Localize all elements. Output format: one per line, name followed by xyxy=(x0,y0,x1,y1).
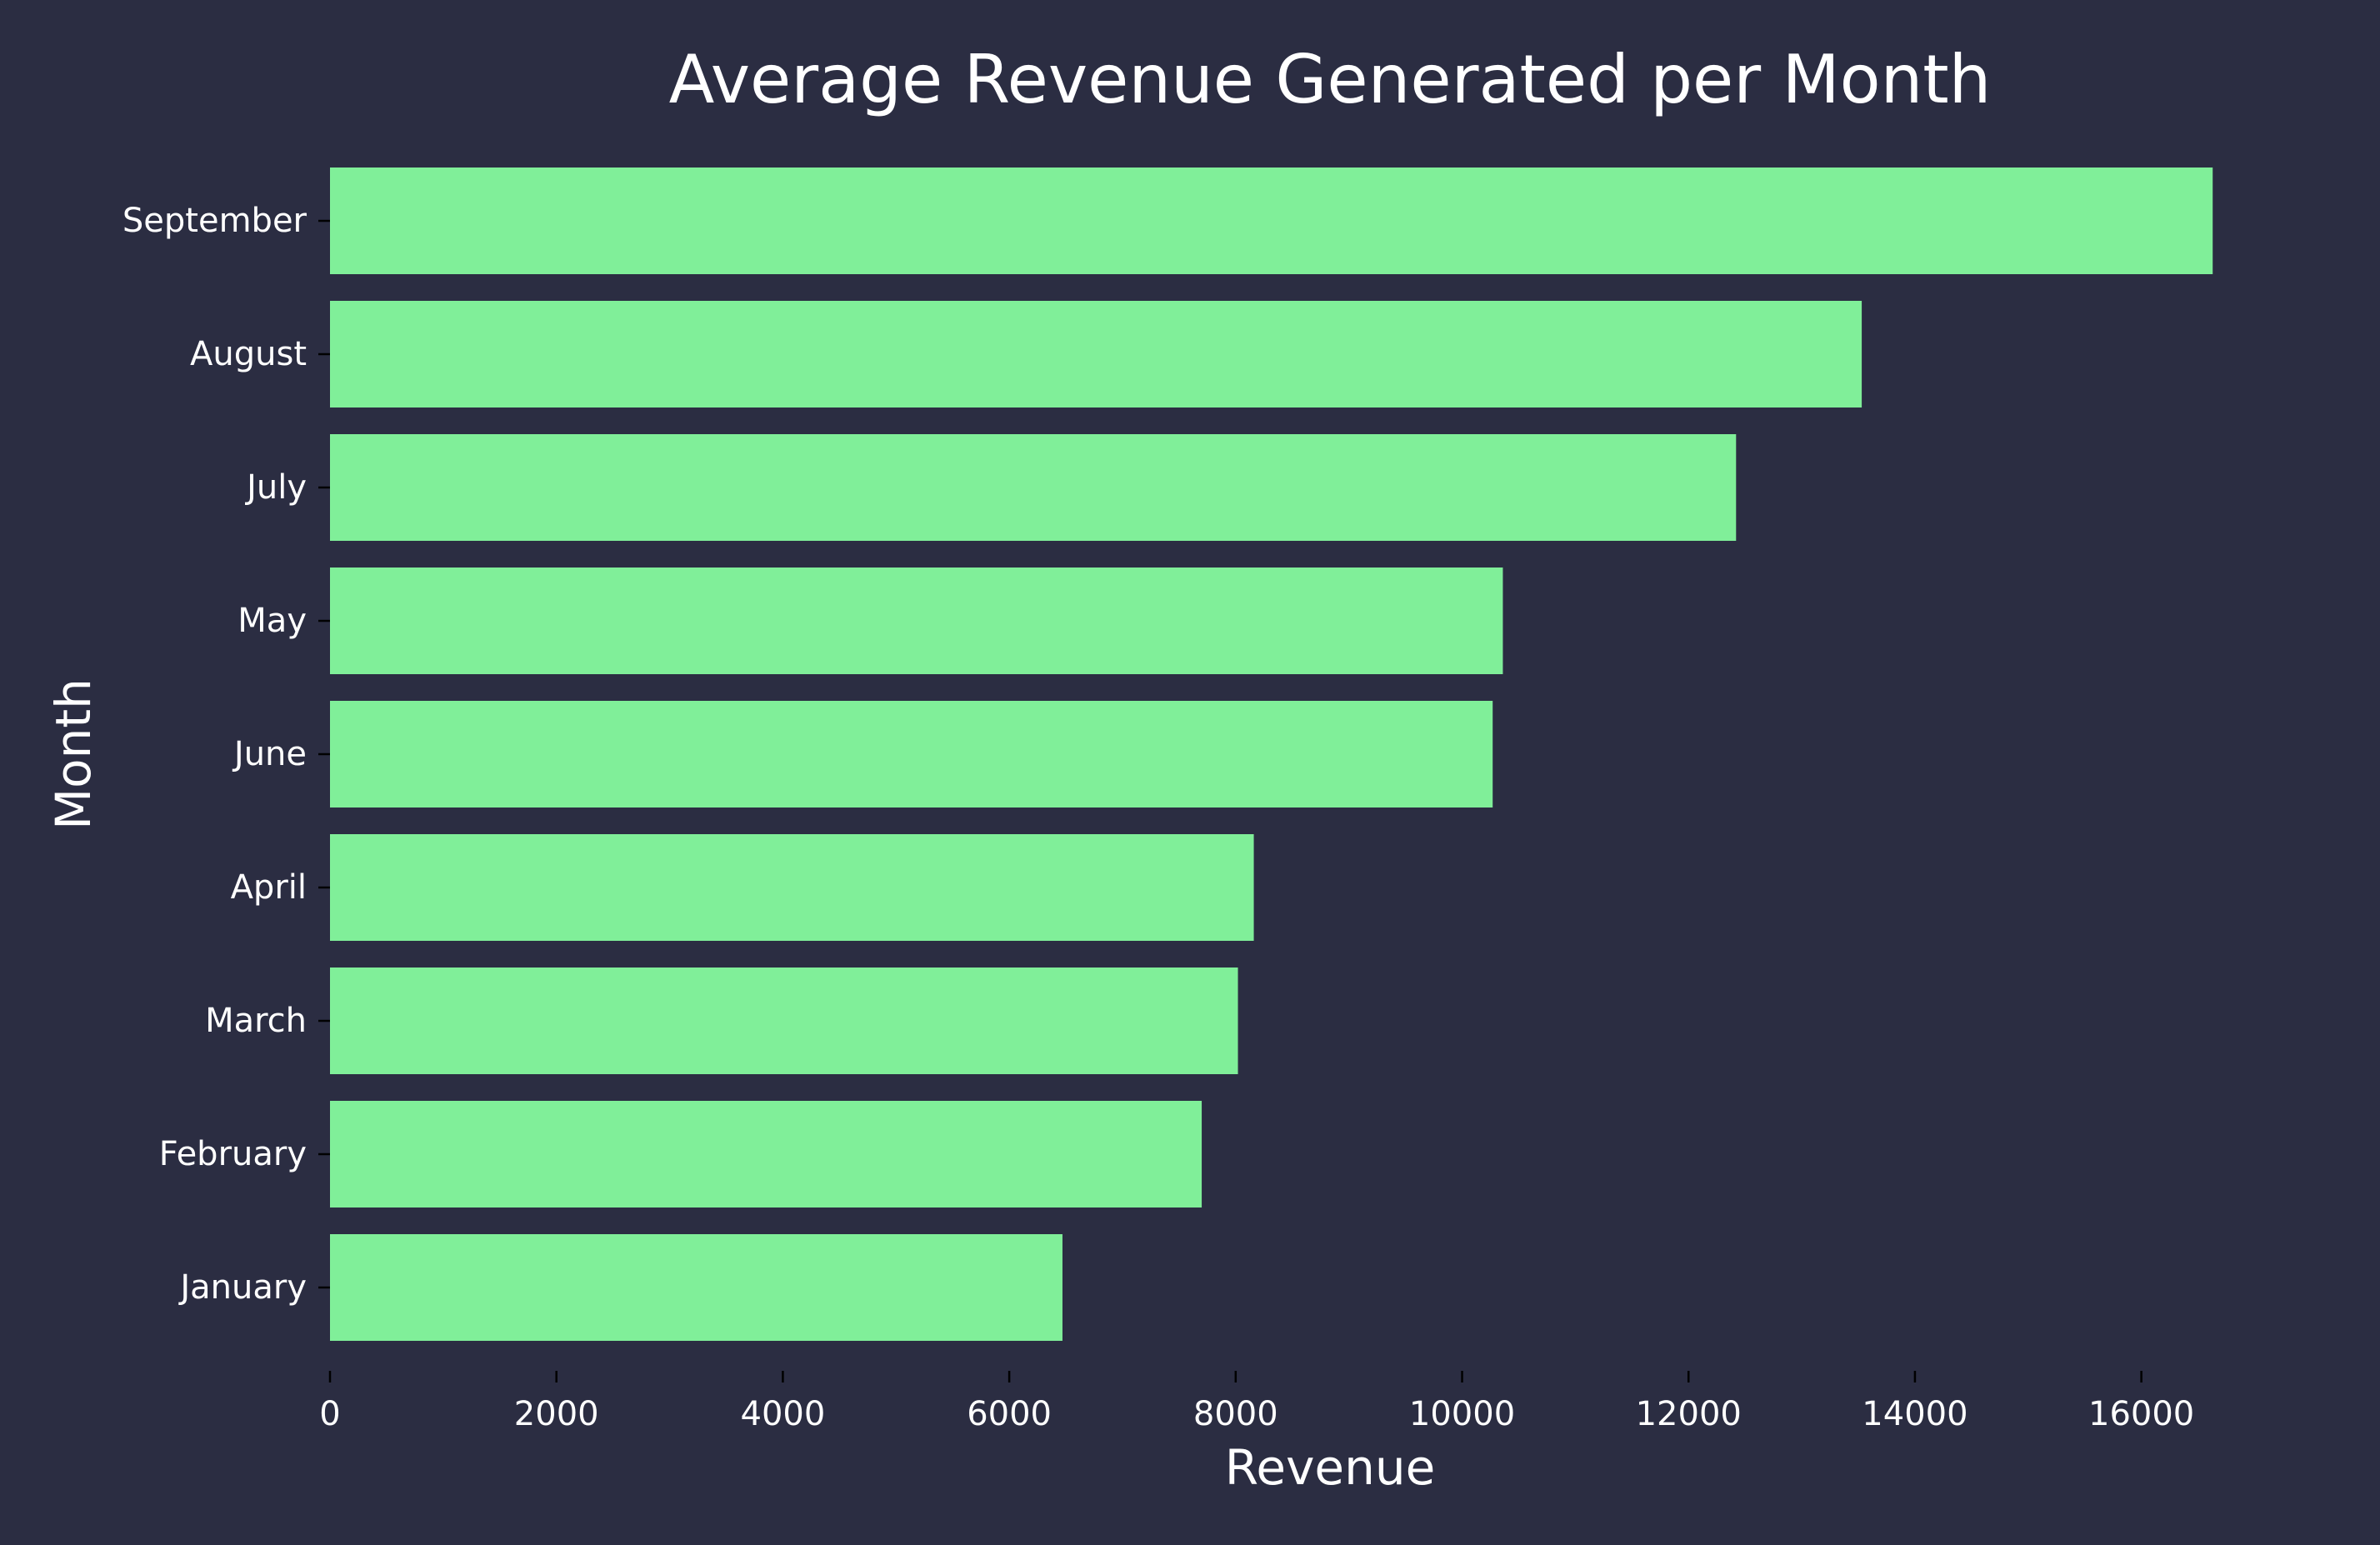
y-tick-label-july: July xyxy=(244,468,307,507)
y-tick-label-april: April xyxy=(231,868,307,907)
y-tick-label-january: January xyxy=(178,1268,307,1307)
x-tick-label-12000: 12000 xyxy=(1636,1395,1742,1433)
bars-group xyxy=(330,168,2213,1341)
x-tick-label-14000: 14000 xyxy=(1862,1395,1968,1433)
bar-august xyxy=(330,301,1862,408)
y-tick-label-september: September xyxy=(122,202,308,240)
bar-january xyxy=(330,1234,1062,1341)
x-tick-label-6000: 6000 xyxy=(967,1395,1052,1433)
bar-june xyxy=(330,701,1493,808)
x-tick-label-8000: 8000 xyxy=(1193,1395,1278,1433)
x-tick-label-10000: 10000 xyxy=(1409,1395,1515,1433)
y-tick-label-may: May xyxy=(238,602,307,640)
bar-may xyxy=(330,568,1503,674)
y-axis-label: Month xyxy=(45,678,102,830)
y-axis-ticks: January February March April June May July Augu… xyxy=(122,202,330,1307)
x-tick-label-0: 0 xyxy=(319,1395,340,1433)
bar-april xyxy=(330,834,1254,941)
y-tick-label-august: August xyxy=(190,335,307,373)
x-tick-label-2000: 2000 xyxy=(514,1395,599,1433)
x-tick-label-16000: 16000 xyxy=(2088,1395,2194,1433)
bar-july xyxy=(330,434,1737,541)
bar-september xyxy=(330,168,2213,274)
y-tick-label-march: March xyxy=(205,1002,307,1040)
bar-february xyxy=(330,1101,1202,1208)
x-axis-ticks: 0 2000 4000 6000 8000 10000 12000 14000 16000 xyxy=(319,1371,2194,1433)
y-tick-label-february: February xyxy=(159,1135,307,1173)
y-tick-label-june: June xyxy=(232,735,307,773)
chart-title: Average Revenue Generated per Month xyxy=(669,41,1992,118)
x-tick-label-4000: 4000 xyxy=(741,1395,826,1433)
bar-march xyxy=(330,968,1238,1074)
x-axis-label: Revenue xyxy=(1225,1439,1436,1496)
